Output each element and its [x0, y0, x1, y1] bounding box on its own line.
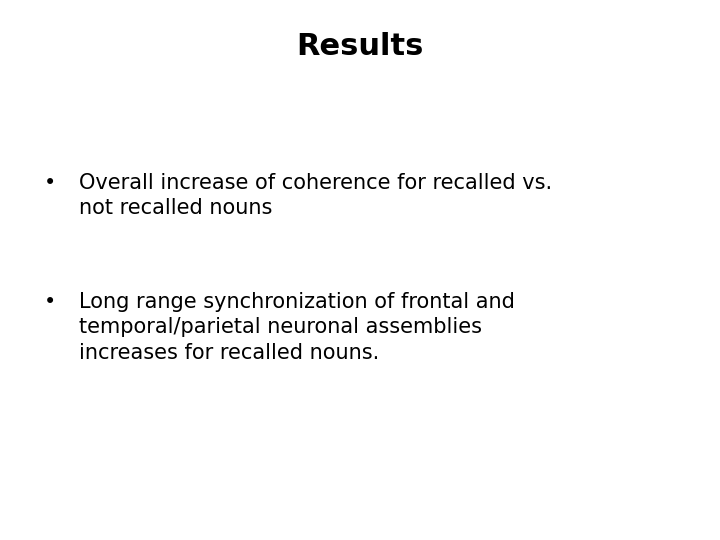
Text: •: • [44, 292, 57, 312]
Text: Overall increase of coherence for recalled vs.
not recalled nouns: Overall increase of coherence for recall… [79, 173, 552, 218]
Text: •: • [44, 173, 57, 193]
Text: Long range synchronization of frontal and
temporal/parietal neuronal assemblies
: Long range synchronization of frontal an… [79, 292, 515, 363]
Text: Results: Results [297, 32, 423, 62]
